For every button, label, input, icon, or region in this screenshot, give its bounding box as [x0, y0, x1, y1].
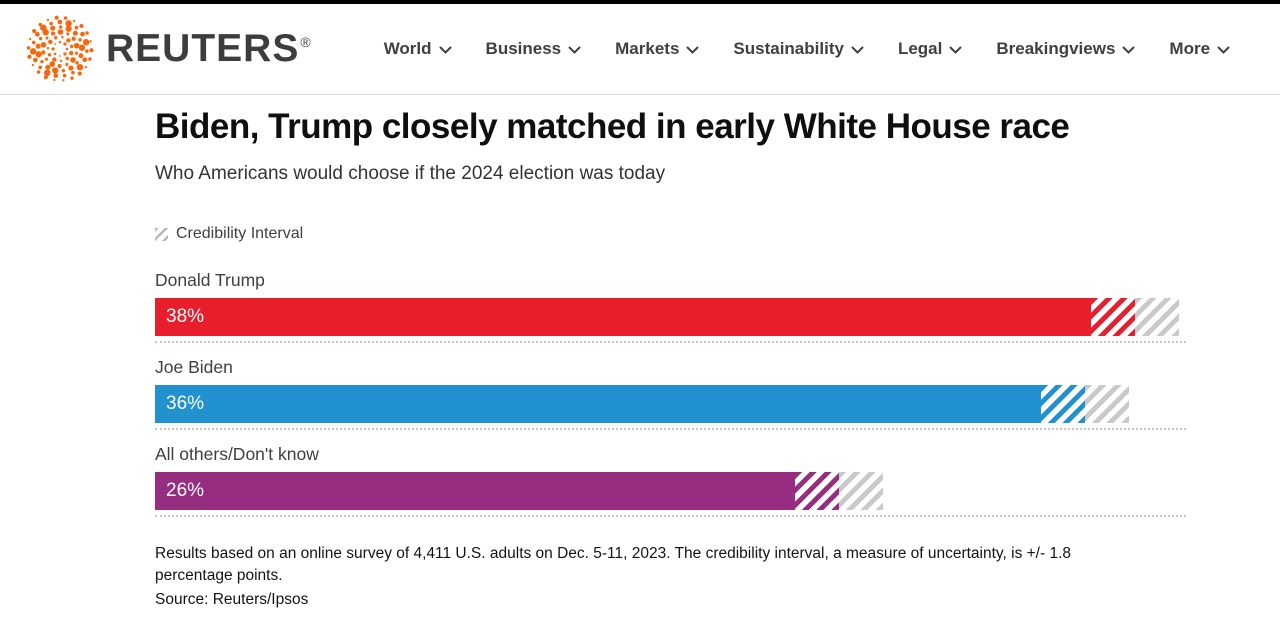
chevron-down-icon: [439, 46, 452, 54]
bar-chart: Donald Trump 38% Joe Biden 36% All others/Do…: [155, 269, 1280, 517]
bar-category-label: Donald Trump: [155, 270, 265, 290]
credibility-interval-colored-hatch: [1041, 385, 1085, 423]
bar-solid-segment: 36%: [155, 385, 1041, 423]
nav-item-business[interactable]: Business: [486, 39, 582, 59]
top-black-bar: [0, 0, 1280, 4]
credibility-interval-colored-hatch: [795, 472, 839, 510]
bar-value-label: 36%: [166, 393, 205, 414]
chevron-down-icon: [949, 46, 962, 54]
nav-item-world[interactable]: World: [384, 39, 452, 59]
main-nav: World Business Markets Sustainability Legal B…: [384, 39, 1230, 59]
nav-item-label: Markets: [615, 39, 680, 58]
page-title: Biden, Trump closely matched in early Wh…: [155, 107, 1070, 146]
chevron-down-icon: [851, 46, 864, 54]
brand-wordmark: REUTERS®: [106, 27, 312, 70]
credibility-interval-gray-hatch: [839, 472, 883, 510]
chart-source: Source: Reuters/Ipsos: [155, 591, 309, 608]
article: Biden, Trump closely matched in early Wh…: [0, 95, 1280, 611]
bar-value-label: 26%: [166, 480, 205, 501]
nav-item-label: Legal: [897, 39, 943, 58]
nav-item-markets[interactable]: Markets: [615, 39, 699, 59]
bar-value-label: 38%: [166, 306, 205, 327]
chart-note: Results based on an online survey of 4,4…: [155, 545, 1072, 584]
credibility-interval-gray-hatch: [1135, 298, 1179, 336]
nav-item-label: Sustainability: [733, 39, 844, 58]
nav-item-label: Breakingviews: [996, 39, 1116, 58]
bar-row: All others/Don't know 26%: [155, 443, 1280, 517]
reuters-logo[interactable]: REUTERS®: [26, 15, 312, 83]
chevron-down-icon: [686, 46, 699, 54]
chart-subtitle: Who Americans would choose if the 2024 e…: [155, 163, 666, 184]
bar-track: 38%: [155, 298, 1186, 343]
chart-legend: Credibility Interval: [155, 225, 1280, 243]
credibility-interval-swatch-icon: [155, 227, 168, 241]
nav-item-label: Business: [485, 39, 562, 58]
registered-mark: ®: [300, 34, 312, 50]
nav-item-label: More: [1169, 39, 1211, 58]
bar-row: Joe Biden 36%: [155, 356, 1280, 430]
reuters-dot-sphere-icon: [26, 15, 94, 82]
chevron-down-icon: [1217, 46, 1230, 54]
credibility-interval-gray-hatch: [1085, 385, 1129, 423]
bar-track: 36%: [155, 385, 1186, 430]
nav-item-breakingviews[interactable]: Breakingviews: [996, 39, 1135, 59]
bar-category-label: All others/Don't know: [155, 444, 319, 464]
nav-item-legal[interactable]: Legal: [898, 39, 962, 59]
nav-item-sustainability[interactable]: Sustainability: [733, 39, 864, 59]
credibility-interval-colored-hatch: [1091, 298, 1135, 336]
bar-track: 26%: [155, 472, 1186, 517]
legend-label: Credibility Interval: [176, 225, 304, 242]
bar-row: Donald Trump 38%: [155, 269, 1280, 343]
bar-solid-segment: 38%: [155, 298, 1091, 336]
site-header: REUTERS® World Business Markets Sustainabil…: [0, 4, 1280, 95]
chevron-down-icon: [1122, 46, 1135, 54]
chevron-down-icon: [568, 46, 581, 54]
bar-category-label: Joe Biden: [155, 357, 233, 377]
nav-item-label: World: [383, 39, 432, 58]
nav-item-more[interactable]: More: [1169, 39, 1230, 59]
bar-solid-segment: 26%: [155, 472, 795, 510]
